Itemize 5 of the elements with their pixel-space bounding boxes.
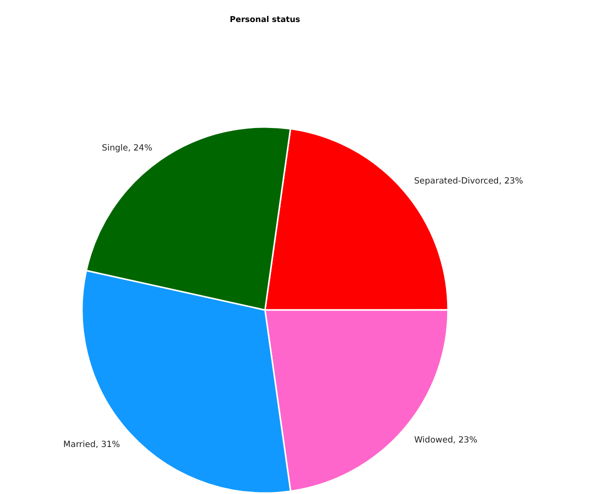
slice-label: Separated-Divorced, 23% xyxy=(414,176,524,186)
slice-label: Widowed, 23% xyxy=(414,436,478,446)
slice-label: Single, 24% xyxy=(102,144,152,154)
chart-title: Personal status xyxy=(230,15,300,24)
slice-label: Married, 31% xyxy=(63,440,120,450)
